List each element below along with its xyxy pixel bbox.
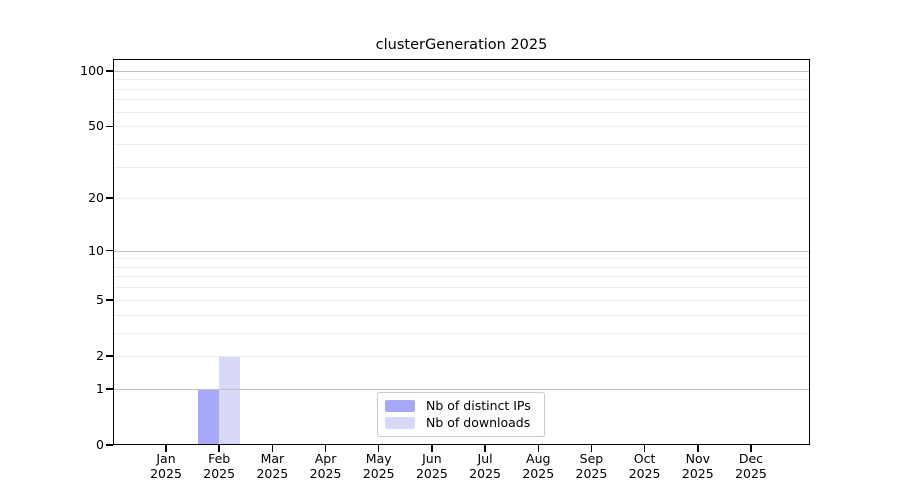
y-tick-label: 10 [88, 242, 104, 258]
x-tick-label: Jul 2025 [469, 451, 501, 481]
gridline-major [113, 250, 810, 252]
x-tick-label: Oct 2025 [628, 451, 661, 481]
gridline-major [113, 388, 810, 390]
y-tick-label: 5 [96, 291, 104, 307]
gridline-minor [113, 287, 810, 289]
gridline-minor [113, 266, 810, 268]
gridline-minor [113, 332, 810, 334]
y-tick-mark [106, 355, 113, 357]
x-tick-label: Jun 2025 [415, 451, 448, 481]
gridline-minor [113, 143, 810, 145]
gridline-minor [113, 198, 810, 200]
x-tick-label: Dec 2025 [735, 451, 767, 481]
y-tick-mark [106, 197, 113, 199]
legend-label-downloads: Nb of downloads [426, 415, 531, 430]
gridline-minor [113, 99, 810, 101]
x-tick-label: Sep 2025 [575, 451, 608, 481]
y-tick-mark [106, 299, 113, 301]
x-tick-mark [484, 445, 486, 452]
y-tick-mark [106, 444, 113, 446]
legend-entry-distinct-ips: Nb of distinct IPs [385, 398, 536, 414]
x-tick-label: Feb 2025 [203, 451, 236, 481]
gridline-minor [113, 166, 810, 168]
gridline-major [113, 70, 810, 72]
x-tick-label: Mar 2025 [256, 451, 289, 481]
legend-swatch-distinct-ips [385, 400, 415, 412]
x-tick-mark [643, 445, 646, 452]
y-tick-mark [106, 125, 113, 128]
chart-title: clusterGeneration 2025 [375, 37, 548, 53]
gridline-minor [113, 258, 810, 260]
x-tick-label: May 2025 [362, 451, 395, 481]
bar-downloads-feb [219, 355, 241, 445]
y-tick-label: 1 [96, 380, 104, 396]
legend-label-distinct-ips: Nb of distinct IPs [426, 398, 531, 413]
x-tick-mark [431, 445, 433, 452]
gridline-minor [113, 276, 810, 278]
y-tick-label: 100 [80, 62, 104, 78]
gridline-minor [113, 88, 810, 90]
x-tick-mark [697, 445, 699, 452]
x-tick-label: Aug 2025 [522, 451, 555, 481]
gridline-minor [113, 299, 810, 301]
x-tick-mark [165, 445, 167, 452]
x-tick-mark [590, 445, 593, 452]
y-tick-label: 2 [96, 347, 104, 363]
gridline-minor [113, 111, 810, 113]
x-tick-mark [324, 445, 327, 452]
x-tick-mark [218, 445, 220, 452]
x-tick-label: Jan 2025 [150, 451, 182, 481]
x-tick-label: Apr 2025 [309, 451, 342, 481]
plot-area [106, 59, 810, 452]
y-tick-mark [106, 70, 113, 72]
legend-swatch-downloads [385, 417, 415, 429]
gridline-minor [113, 355, 810, 357]
gridline-minor [113, 79, 810, 81]
y-tick-mark [106, 249, 113, 252]
gridline-minor [113, 314, 810, 316]
y-tick-label: 0 [96, 437, 104, 452]
legend: Nb of distinct IPs Nb of downloads [377, 392, 545, 437]
bar-distinct-ips-feb [198, 388, 220, 445]
x-tick-mark [377, 445, 380, 452]
axes-border [113, 59, 810, 445]
y-tick-mark [106, 388, 113, 390]
gridline-minor [113, 126, 810, 128]
x-tick-mark [537, 445, 539, 452]
x-tick-label: Nov 2025 [681, 451, 714, 481]
x-tick-mark [271, 445, 274, 452]
legend-entry-downloads: Nb of downloads [385, 415, 536, 431]
x-tick-mark [750, 445, 752, 452]
y-tick-label: 20 [88, 190, 104, 206]
y-tick-label: 50 [88, 118, 104, 134]
